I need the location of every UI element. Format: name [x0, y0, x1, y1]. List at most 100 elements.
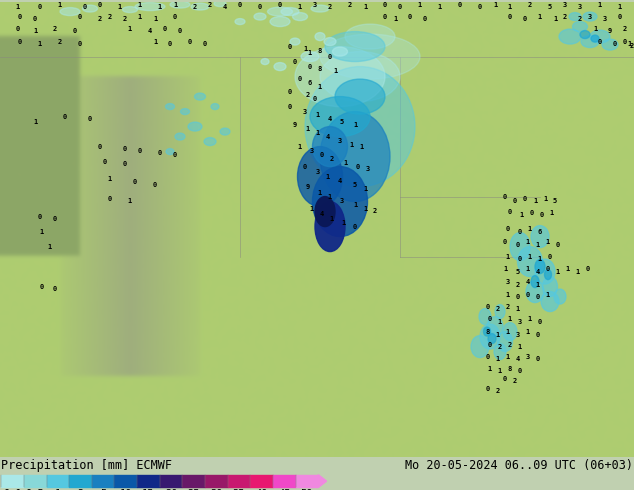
Text: 0: 0: [40, 284, 44, 290]
Text: 4: 4: [148, 27, 152, 34]
Text: 2: 2: [193, 3, 197, 10]
Text: 1: 1: [536, 282, 540, 288]
Text: 1: 1: [158, 3, 162, 10]
Text: 0: 0: [303, 164, 307, 170]
Text: 0: 0: [53, 286, 57, 292]
Text: 0: 0: [540, 212, 544, 218]
Text: 2: 2: [508, 342, 512, 347]
Text: 0: 0: [288, 89, 292, 95]
Text: 0: 0: [536, 332, 540, 338]
Text: 1: 1: [508, 3, 512, 10]
Ellipse shape: [591, 35, 599, 42]
Bar: [1, 475, 24, 488]
Text: 0: 0: [133, 178, 137, 185]
Ellipse shape: [503, 322, 517, 341]
Text: 5: 5: [516, 269, 520, 274]
Text: 3: 3: [563, 1, 567, 7]
Text: 0: 0: [238, 1, 242, 7]
Text: 1: 1: [526, 329, 530, 335]
Text: 4: 4: [516, 356, 520, 362]
Text: 8: 8: [508, 366, 512, 371]
Text: 0: 0: [288, 103, 292, 110]
Bar: [24, 475, 46, 488]
Ellipse shape: [254, 13, 266, 20]
Text: 0: 0: [523, 196, 527, 201]
Text: 2: 2: [630, 43, 634, 49]
Text: 1: 1: [496, 356, 500, 362]
Text: 2: 2: [208, 1, 212, 7]
Text: 3: 3: [313, 1, 317, 7]
Text: 1: 1: [528, 225, 532, 232]
Text: 1: 1: [520, 212, 524, 218]
Ellipse shape: [191, 3, 209, 10]
Text: 4: 4: [328, 116, 332, 122]
Text: 9: 9: [608, 27, 612, 34]
Text: 1: 1: [40, 228, 44, 235]
Text: 0: 0: [516, 242, 520, 247]
Text: 6: 6: [538, 228, 542, 235]
Text: 3: 3: [526, 354, 530, 360]
Text: 2: 2: [498, 343, 502, 349]
Ellipse shape: [292, 13, 307, 21]
Text: 0: 0: [518, 228, 522, 235]
Text: 2: 2: [623, 25, 627, 31]
Ellipse shape: [320, 51, 400, 101]
Text: 0: 0: [163, 25, 167, 31]
Text: 0: 0: [508, 209, 512, 215]
Text: 1: 1: [138, 1, 142, 7]
Text: 0: 0: [278, 1, 282, 7]
Text: 3: 3: [578, 3, 582, 10]
Ellipse shape: [335, 79, 385, 114]
Ellipse shape: [170, 1, 190, 8]
Text: 0: 0: [530, 210, 534, 216]
Ellipse shape: [313, 167, 368, 237]
Text: 0: 0: [536, 294, 540, 299]
Text: 1: 1: [576, 269, 580, 274]
Text: 0: 0: [486, 354, 490, 360]
Ellipse shape: [214, 0, 226, 6]
Text: 1: 1: [550, 210, 554, 216]
Text: 1: 1: [360, 144, 364, 149]
Text: 0: 0: [53, 216, 57, 221]
Text: 0: 0: [63, 114, 67, 120]
Bar: [183, 475, 205, 488]
Text: 1: 1: [318, 84, 322, 90]
Text: 3: 3: [316, 169, 320, 174]
Text: 1: 1: [528, 253, 532, 260]
Text: 2: 2: [348, 1, 352, 7]
Ellipse shape: [559, 29, 581, 44]
Text: 2: 2: [123, 16, 127, 22]
Text: 1: 1: [628, 41, 632, 47]
Ellipse shape: [165, 103, 174, 110]
Text: 2: 2: [98, 16, 102, 22]
Text: 8: 8: [486, 329, 490, 335]
Text: 1: 1: [493, 1, 497, 7]
Text: 5: 5: [340, 119, 344, 124]
Ellipse shape: [583, 12, 597, 21]
Ellipse shape: [313, 126, 347, 167]
Text: 9: 9: [293, 122, 297, 127]
Text: 0: 0: [38, 3, 42, 10]
Text: 5: 5: [553, 197, 557, 203]
Ellipse shape: [270, 17, 290, 26]
Bar: [273, 475, 295, 488]
Text: 4: 4: [526, 279, 530, 285]
Text: 1: 1: [48, 244, 52, 249]
Ellipse shape: [498, 332, 512, 352]
Ellipse shape: [220, 128, 230, 135]
Text: Mo 20-05-2024 06..09 UTC (06+03): Mo 20-05-2024 06..09 UTC (06+03): [404, 459, 633, 472]
Text: 3: 3: [516, 332, 520, 338]
Text: 0: 0: [518, 256, 522, 262]
Text: 2: 2: [496, 388, 500, 393]
Text: 1: 1: [328, 194, 332, 199]
Text: 0: 0: [258, 3, 262, 10]
Text: 1: 1: [543, 196, 547, 201]
Text: 0: 0: [173, 151, 177, 158]
Text: 3: 3: [340, 197, 344, 203]
Text: 1: 1: [528, 316, 532, 321]
Ellipse shape: [531, 225, 549, 247]
Text: 0: 0: [328, 53, 332, 60]
Text: 0: 0: [178, 27, 182, 34]
Text: 2: 2: [578, 16, 582, 22]
Text: 1: 1: [153, 39, 157, 45]
